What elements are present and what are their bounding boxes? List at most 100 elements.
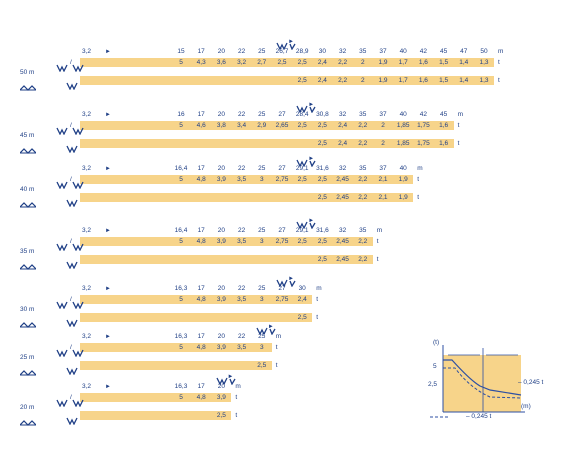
load-value-row1: 5 xyxy=(179,122,183,129)
radius-arrow: ► xyxy=(105,49,111,55)
radius-unit: m xyxy=(498,48,504,55)
load-value-row1: 3,5 xyxy=(237,176,247,183)
radius-value: 32 xyxy=(338,165,347,172)
radius-value: 22 xyxy=(237,227,246,234)
load-value-row2: 1,9 xyxy=(378,77,388,84)
radius-arrow: ► xyxy=(105,334,111,340)
load-unit-row2: t xyxy=(376,256,379,263)
radius-value: 22 xyxy=(237,111,246,118)
hook-block-icon xyxy=(56,122,68,140)
dual-hook-header-icon xyxy=(296,100,316,118)
load-value-row2: 2,2 xyxy=(358,194,368,201)
radius-value: 22 xyxy=(237,285,246,292)
radius-value: 45 xyxy=(439,48,448,55)
radius-value: 32 xyxy=(338,227,347,234)
single-hook-icon xyxy=(72,296,84,314)
radius-unit: m xyxy=(417,165,423,172)
jib-icon xyxy=(19,195,37,213)
load-value-row2: 1,9 xyxy=(398,194,408,201)
hook-block-icon xyxy=(56,176,68,194)
load-value-row1: 4,8 xyxy=(196,394,206,401)
first-radius: 3,2 xyxy=(82,111,92,118)
load-value-row2: 2,5 xyxy=(216,412,226,419)
load-value-row1: 2,5 xyxy=(317,122,327,129)
load-bar-row1 xyxy=(80,343,272,352)
load-value-row1: 3,9 xyxy=(216,296,226,303)
load-value-row1: 2,5 xyxy=(317,176,327,183)
load-unit-row2: t xyxy=(235,412,238,419)
boom-length-label: 25 m xyxy=(20,354,35,361)
dual-hook-header-icon xyxy=(276,37,296,55)
single-hook-icon xyxy=(72,122,84,140)
radius-value: 22 xyxy=(237,165,246,172)
load-value-row1: 4,8 xyxy=(196,296,206,303)
load-value-row1: 3,5 xyxy=(237,238,247,245)
single-hook-icon xyxy=(72,394,84,412)
radius-unit: m xyxy=(275,333,282,340)
load-unit-row1: t xyxy=(316,296,318,303)
load-value-row1: 3 xyxy=(259,344,264,351)
load-value-row1: 3 xyxy=(259,238,264,245)
diagram-y-5: 5 xyxy=(433,363,437,370)
load-bar-row1 xyxy=(80,295,313,304)
radius-value: 40 xyxy=(399,165,407,172)
split-arrow: ► xyxy=(288,276,295,282)
diagram-legend-text: – 0,245 t xyxy=(466,413,492,420)
load-value-row1: 2,1 xyxy=(378,176,388,183)
radius-unit: m xyxy=(457,111,464,118)
load-value-row2: 2 xyxy=(360,77,365,84)
radius-value: 50 xyxy=(480,48,488,55)
load-value-row1: 1,5 xyxy=(439,59,449,66)
single-hook-icon xyxy=(66,77,78,95)
radius-value: 30,8 xyxy=(316,111,329,118)
radius-value: 20 xyxy=(217,227,225,234)
radius-value: 42 xyxy=(419,111,427,118)
load-bar-row2 xyxy=(80,139,454,148)
load-value-row1: 5 xyxy=(179,238,183,245)
load-value-row1: 1,9 xyxy=(378,59,388,66)
icon-slash: / xyxy=(70,296,72,303)
load-value-row1: 4,8 xyxy=(196,176,206,183)
single-hook-icon xyxy=(66,194,78,212)
load-value-row1: 3,9 xyxy=(216,394,226,401)
radius-value: 17 xyxy=(197,285,205,292)
first-radius: 3,2 xyxy=(82,285,92,292)
radius-value: 37 xyxy=(379,111,387,118)
radius-value: 20 xyxy=(217,111,225,118)
radius-value: 20 xyxy=(217,48,225,55)
radius-value: 37 xyxy=(379,48,387,55)
load-value-row1: 2,45 xyxy=(336,176,349,183)
radius-value: 26,7 xyxy=(275,48,289,55)
load-value-row1: 1,3 xyxy=(479,59,489,66)
load-value-row1: 2,65 xyxy=(275,122,289,129)
load-value-row1: 2,4 xyxy=(317,59,327,66)
radius-value: 27 xyxy=(278,227,286,234)
load-bar-row1 xyxy=(80,121,454,130)
radius-value: 29,1 xyxy=(295,165,309,172)
first-radius: 3,2 xyxy=(82,383,92,390)
diagram-x-unit: (m) xyxy=(521,403,531,410)
load-value-row2: 1,6 xyxy=(418,77,428,84)
icon-slash: / xyxy=(70,59,72,66)
load-value-row1: 1,6 xyxy=(418,59,428,66)
load-value-row2: 2,2 xyxy=(358,256,368,263)
load-value-row1: 2,9 xyxy=(257,122,267,129)
load-value-row1: 3 xyxy=(259,176,264,183)
load-unit-row1: t xyxy=(498,59,500,66)
load-value-row1: 2,2 xyxy=(358,122,368,129)
radius-value: 17 xyxy=(197,48,205,55)
load-value-row1: 2,75 xyxy=(275,238,289,245)
load-unit-row2: t xyxy=(498,77,500,84)
load-value-row1: 3,6 xyxy=(216,59,226,66)
load-value-row1: 2,2 xyxy=(338,59,348,66)
radius-value: 27 xyxy=(278,111,286,118)
load-unit-row1: t xyxy=(376,238,379,245)
radius-value: 28,4 xyxy=(295,111,309,118)
load-value-row2: 1,6 xyxy=(439,140,449,147)
load-value-row1: 2,5 xyxy=(297,176,307,183)
radius-value: 25 xyxy=(258,227,266,234)
load-value-row1: 5 xyxy=(179,344,183,351)
load-value-row2: 2,5 xyxy=(317,140,327,147)
load-value-row1: 2,75 xyxy=(275,296,289,303)
